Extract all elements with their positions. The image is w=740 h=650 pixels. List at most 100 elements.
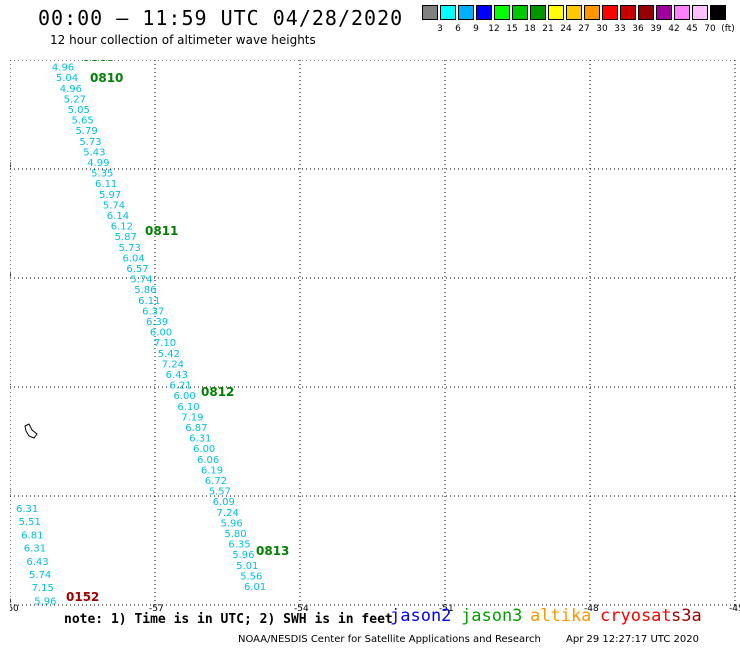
wave-height-value: 6.35 bbox=[228, 540, 250, 551]
generation-timestamp: Apr 29 12:27:17 UTC 2020 bbox=[566, 634, 699, 645]
wave-height-value: 6.87 bbox=[185, 423, 207, 434]
lon-tick-label: -54 bbox=[294, 604, 309, 614]
wave-height-value: 5.96 bbox=[232, 550, 254, 561]
wave-height-value: 6.19 bbox=[201, 465, 223, 476]
pass-time-label: 0152 bbox=[66, 590, 99, 604]
axis-labels: -60 -57 -54 -51 -48 -45 20 18 16 14 12 10 bbox=[10, 60, 740, 614]
mission-label-altika: altika bbox=[530, 606, 592, 626]
scale-label: 3 bbox=[437, 24, 443, 34]
wave-height-value: 7.19 bbox=[181, 412, 203, 423]
scale-label: 70 bbox=[704, 24, 716, 34]
island-outline bbox=[24, 423, 38, 439]
wave-height-value: 5.43 bbox=[83, 147, 105, 158]
wave-height-value: 5.45 bbox=[48, 60, 70, 63]
lon-tick-label: -45 bbox=[729, 604, 740, 614]
scale-label: 9 bbox=[473, 24, 479, 34]
scale-label: 45 bbox=[686, 24, 698, 34]
pass-time-label: 0812 bbox=[201, 385, 234, 399]
wave-height-value: 6.37 bbox=[142, 306, 164, 317]
scale-label: 12 bbox=[488, 24, 500, 34]
lat-tick-label: 12 bbox=[10, 488, 11, 498]
wave-height-value: 6.12 bbox=[111, 222, 133, 233]
wave-height-value: 6.00 bbox=[150, 328, 172, 339]
wave-height-value: 5.86 bbox=[134, 285, 156, 296]
wave-height-value: 5.96 bbox=[34, 596, 56, 607]
scale-swatch bbox=[656, 5, 672, 20]
lat-tick-label: 14 bbox=[10, 379, 12, 389]
lon-tick-label: -60 bbox=[10, 604, 19, 614]
pass-time-label: 0813 bbox=[256, 544, 289, 558]
wave-height-value: 6.57 bbox=[126, 264, 148, 275]
wave-height-value: 6.00 bbox=[173, 391, 195, 402]
time-labels: 0809 0810 0811 0812 0813 0152 bbox=[66, 60, 289, 604]
page-subtitle: 12 hour collection of altimeter wave hei… bbox=[50, 33, 316, 47]
wave-height-value: 6.04 bbox=[122, 253, 144, 264]
wave-height-value: 6.09 bbox=[213, 497, 235, 508]
pass-time-label: 0810 bbox=[90, 71, 123, 85]
wave-height-value: 6.72 bbox=[205, 476, 227, 487]
scale-label: (ft) bbox=[721, 24, 735, 34]
scale-label: 30 bbox=[596, 24, 608, 34]
wave-height-value: 5.87 bbox=[115, 232, 137, 243]
pass-time-label: 0811 bbox=[145, 224, 178, 238]
wave-height-value: 5.73 bbox=[79, 137, 101, 148]
wave-height-value: 7.10 bbox=[154, 338, 176, 349]
wave-height-value: 6.14 bbox=[107, 211, 129, 222]
grid-lines bbox=[10, 60, 737, 606]
scale-label: 24 bbox=[560, 24, 572, 34]
scale-swatch bbox=[692, 5, 708, 20]
mission-label-jason3: jason3 bbox=[461, 606, 523, 626]
wave-height-value: 5.97 bbox=[99, 190, 121, 201]
wave-height-value: 5.73 bbox=[119, 243, 141, 254]
scale-swatch bbox=[512, 5, 528, 20]
wave-height-value: 6.81 bbox=[21, 530, 43, 541]
wave-height-value: 6.43 bbox=[166, 370, 188, 381]
wave-height-value: 5.74 bbox=[130, 275, 152, 286]
wave-height-value: 6.39 bbox=[146, 317, 168, 328]
wave-height-value: 5.74 bbox=[103, 200, 125, 211]
lon-tick-label: -57 bbox=[149, 604, 164, 614]
wave-height-value: 5.56 bbox=[240, 571, 262, 582]
lat-tick-label: 18 bbox=[10, 161, 12, 171]
scale-swatch bbox=[674, 5, 690, 20]
lon-tick-label: -51 bbox=[439, 604, 454, 614]
mission-label-cryosat: cryosat bbox=[600, 606, 672, 626]
map-plot: -60-57-54-51-48-45201816141210 5.454.965… bbox=[10, 60, 740, 614]
lat-tick-label: 20 bbox=[10, 60, 12, 62]
scale-swatch bbox=[710, 5, 726, 20]
wave-height-value: 5.35 bbox=[91, 169, 113, 180]
scale-label: 39 bbox=[650, 24, 662, 34]
wave-height-value: 6.21 bbox=[170, 381, 192, 392]
scale-swatch bbox=[458, 5, 474, 20]
mission-label-s3a: s3a bbox=[671, 606, 702, 626]
wave-height-value: 5.74 bbox=[29, 570, 51, 581]
wave-height-value: 6.06 bbox=[197, 455, 219, 466]
wave-height-value: 4.96 bbox=[60, 84, 82, 95]
wave-height-value: 7.24 bbox=[162, 359, 184, 370]
wave-height-value: 5.05 bbox=[68, 105, 90, 116]
wave-height-value: 4.96 bbox=[52, 63, 74, 74]
mission-label-jason2: jason2 bbox=[390, 606, 452, 626]
scale-swatch bbox=[584, 5, 600, 20]
scale-swatch bbox=[620, 5, 636, 20]
wave-height-value: 5.51 bbox=[19, 517, 41, 528]
scale-label: 21 bbox=[542, 24, 554, 34]
wave-height-value: 4.99 bbox=[87, 158, 109, 169]
wave-height-value: 6.00 bbox=[193, 444, 215, 455]
lat-tick-label: 16 bbox=[10, 270, 12, 280]
wave-height-value: 6.01 bbox=[244, 582, 266, 593]
scale-swatch bbox=[422, 5, 438, 20]
scale-swatch bbox=[638, 5, 654, 20]
wave-height-value: 7.15 bbox=[32, 583, 54, 594]
scale-label: 33 bbox=[614, 24, 626, 34]
wave-height-value: 5.80 bbox=[224, 529, 246, 540]
wave-height-value: 6.11 bbox=[138, 296, 160, 307]
wave-height-value: 6.11 bbox=[95, 179, 117, 190]
scale-swatch bbox=[530, 5, 546, 20]
wave-height-value: 6.43 bbox=[26, 557, 48, 568]
page-title: 00:00 — 11:59 UTC 04/28/2020 bbox=[38, 6, 404, 30]
footer-note: note: 1) Time is in UTC; 2) SWH is in fe… bbox=[64, 612, 393, 627]
wave-height-value: 6.10 bbox=[177, 402, 199, 413]
wave-height-value: 5.96 bbox=[220, 518, 242, 529]
credit-text: NOAA/NESDIS Center for Satellite Applica… bbox=[238, 634, 541, 645]
